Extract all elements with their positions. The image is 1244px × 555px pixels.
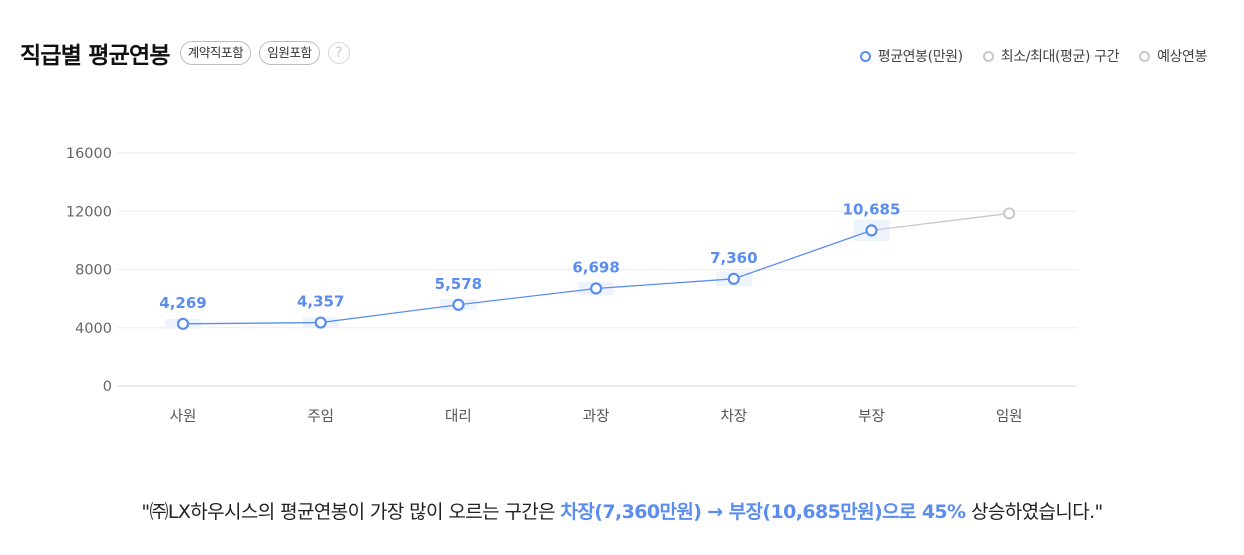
data-point <box>865 224 878 237</box>
x-tick-label: 과장 <box>583 408 610 425</box>
x-tick-label: 주임 <box>307 408 334 425</box>
x-tick-label: 사원 <box>170 408 197 425</box>
legend-label-range: 최소/최대(평균) 구간 <box>1000 49 1120 65</box>
summary-text-start: "㈜LX하우시스의 평균연봉이 가장 많이 오르는 구간은 <box>141 501 561 523</box>
help-icon[interactable]: ? <box>327 42 350 64</box>
y-tick-label: 4000 <box>75 321 112 337</box>
data-label: 7,360 <box>710 249 757 267</box>
summary-text-end: 상승하였습니다." <box>965 501 1103 523</box>
legend-label-average: 평균연봉(만원) <box>877 49 963 65</box>
data-label: 5,578 <box>435 275 482 293</box>
filter-chip-contract[interactable]: 계약직포함 <box>179 41 252 65</box>
x-tick-label: 부장 <box>858 408 885 425</box>
legend-label-expected: 예상연봉 <box>1157 49 1207 65</box>
expected-point <box>1003 207 1016 220</box>
legend-item-expected[interactable]: 예상연봉 <box>1139 46 1207 66</box>
chart-legend: 평균연봉(만원) 최소/최대(평균) 구간 예상연봉 <box>859 46 1207 66</box>
summary-highlight: 차장(7,360만원) → 부장(10,685만원)으로 45% <box>560 501 967 523</box>
legend-item-range[interactable]: 최소/최대(평균) 구간 <box>982 46 1120 66</box>
legend-marker-expected <box>1139 50 1151 62</box>
data-label: 10,685 <box>843 200 901 218</box>
data-point <box>727 272 740 285</box>
chart-header: 직급별 평균연봉 계약직포함 임원포함 ? <box>20 36 350 70</box>
y-tick-label: 12000 <box>66 204 112 220</box>
data-point <box>452 298 465 311</box>
summary-sentence: "㈜LX하우시스의 평균연봉이 가장 많이 오르는 구간은 차장(7,360만원… <box>0 497 1244 524</box>
filter-chip-executive[interactable]: 임원포함 <box>259 41 320 65</box>
x-tick-label: 차장 <box>720 408 747 425</box>
x-tick-label: 임원 <box>996 408 1023 425</box>
expected-salary-line <box>871 212 1010 232</box>
data-point <box>314 316 327 329</box>
data-label: 4,269 <box>159 294 206 312</box>
salary-line-chart: 0 4000 8000 12000 16000 사원 주임 대리 과장 차장 부장 임원 4,269 4,… <box>66 146 1077 425</box>
legend-marker-range <box>982 50 994 62</box>
x-tick-label: 대리 <box>445 408 472 425</box>
legend-marker-average <box>859 50 871 62</box>
data-point <box>589 282 603 295</box>
y-tick-label: 0 <box>103 379 112 395</box>
data-label: 4,357 <box>297 293 344 311</box>
data-label: 6,698 <box>572 258 619 276</box>
page-title: 직급별 평균연봉 <box>20 43 171 69</box>
y-tick-label: 8000 <box>75 263 112 279</box>
legend-item-average[interactable]: 평균연봉(만원) <box>859 46 963 66</box>
data-point <box>176 317 190 330</box>
average-salary-line <box>182 229 872 325</box>
y-tick-label: 16000 <box>66 146 112 162</box>
